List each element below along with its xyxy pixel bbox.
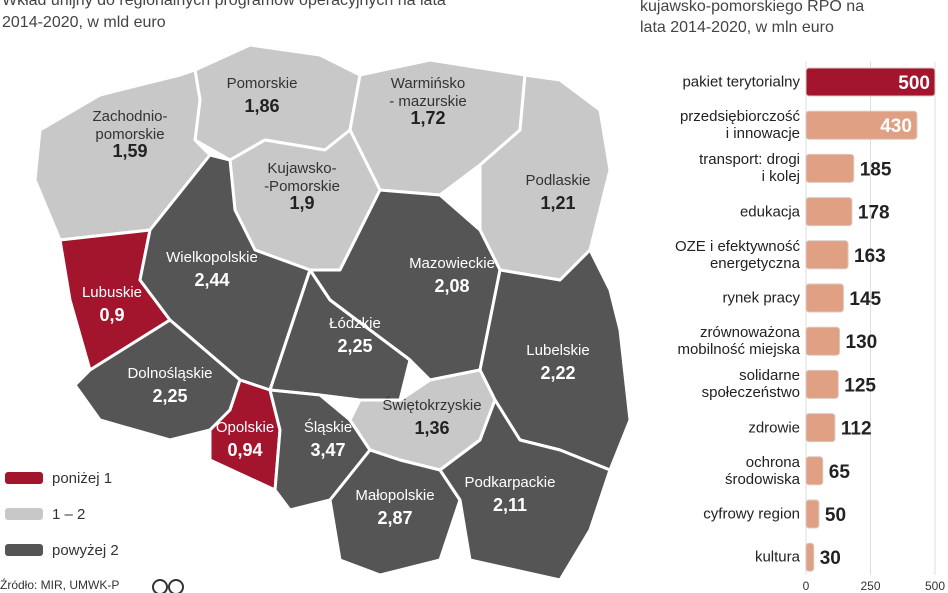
category-label: solidarne społeczeństwo	[701, 367, 800, 402]
value-label: 500	[898, 73, 930, 94]
value-label: 130	[846, 332, 878, 353]
value-label: 178	[858, 203, 890, 224]
bar	[805, 283, 844, 313]
source: Źródło: MIR, UMWK-P	[0, 578, 120, 592]
value-label: 145	[849, 289, 881, 310]
region-name: Lubuskie	[82, 284, 142, 301]
region-name: Pomorskie	[227, 75, 298, 92]
bar	[805, 456, 824, 486]
region-value: 2,87	[377, 508, 412, 528]
legend-swatch	[5, 544, 43, 556]
region-name: Wielkopolskie	[166, 249, 258, 266]
map-title: Wkład unijny do regionalnych programów o…	[2, 0, 446, 31]
region-name: Śląskie	[304, 418, 352, 436]
region-value: 1,36	[414, 418, 449, 438]
region-value: 2,22	[540, 363, 575, 383]
legend-swatch	[5, 472, 43, 484]
bar	[805, 369, 839, 399]
region-name: Warmińsko - mazurskie	[389, 75, 467, 110]
region-value: 2,11	[493, 495, 527, 515]
region-value: 1,21	[540, 193, 575, 213]
bar	[805, 110, 918, 140]
region-name: Zachodnio-pomorskie	[92, 108, 167, 143]
legend-label: poniżej 1	[52, 470, 112, 487]
region-name: Dolnośląskie	[127, 365, 212, 382]
category-label: cyfrowy region	[703, 505, 800, 523]
region-name: Mazowieckie	[409, 255, 495, 272]
category-label: transport: drogi i kolej	[699, 151, 800, 186]
region-name: Opolskie	[216, 419, 274, 436]
x-tick-label: 250	[860, 579, 880, 593]
region-value: 3,47	[310, 440, 345, 460]
value-label: 112	[841, 419, 872, 440]
value-label: 163	[854, 246, 886, 267]
map	[33, 43, 632, 582]
category-label: przedsiębiorczość i innowacje	[679, 108, 800, 143]
bar	[805, 326, 841, 356]
bar	[805, 153, 855, 183]
bar	[805, 240, 849, 270]
category-label: kultura	[754, 548, 800, 566]
category-label: ochrona środowiska	[724, 453, 800, 488]
region-name: Podlaskie	[525, 172, 590, 189]
value-label: 430	[880, 116, 912, 137]
value-label: 185	[860, 159, 892, 180]
category-label: zdrowie	[748, 419, 800, 437]
bar	[805, 499, 820, 529]
value-label: 125	[844, 375, 876, 396]
region-value: 2,08	[434, 276, 469, 296]
region-value: 0,94	[227, 440, 262, 460]
value-label: 65	[829, 462, 851, 483]
region-value: 2,44	[194, 270, 229, 290]
legend-label: 1 – 2	[52, 506, 85, 523]
category-label: pakiet terytorialny	[682, 73, 800, 91]
region-value: 1,86	[244, 96, 279, 116]
region-name: Kujawsko--Pomorskie	[264, 160, 340, 195]
region-name: Małopolskie	[355, 487, 434, 504]
region-name: Podkarpackie	[465, 474, 556, 491]
value-label: 50	[825, 505, 846, 526]
x-tick-label: 0	[803, 579, 810, 593]
region-value: 1,59	[112, 141, 147, 161]
cc-icon	[152, 579, 184, 593]
bar	[805, 413, 836, 443]
region-value: 2,25	[337, 336, 372, 356]
region-value: 1,72	[410, 108, 445, 128]
x-tick-label: 500	[925, 579, 945, 593]
region-value: 1,9	[289, 193, 314, 213]
region-name: Łódzkie	[329, 315, 381, 332]
category-label: rynek pracy	[722, 289, 800, 307]
bar	[805, 197, 853, 227]
region	[33, 68, 212, 242]
category-label: zrównoważona mobilność miejska	[677, 324, 800, 359]
legend-label: powyżej 2	[52, 542, 119, 559]
region-value: 2,25	[152, 386, 187, 406]
value-label: 30	[820, 548, 841, 569]
region-name: Świętokrzyskie	[382, 396, 481, 414]
category-label: OZE i efektywność energetyczna	[674, 237, 800, 272]
bar-title: kujawsko-pomorskiego RPO na lata 2014-20…	[640, 0, 865, 36]
bar	[805, 67, 936, 97]
legend-swatch	[5, 508, 43, 520]
region	[438, 398, 612, 582]
bar	[805, 542, 815, 572]
region-value: 0,9	[99, 305, 124, 325]
category-label: edukacja	[739, 203, 800, 221]
region-name: Lubelskie	[526, 342, 589, 359]
